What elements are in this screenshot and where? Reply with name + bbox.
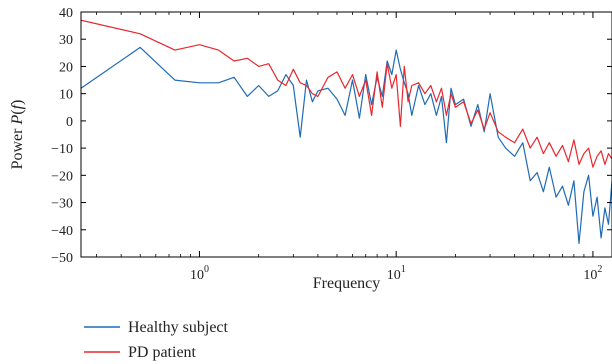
legend: Healthy subject PD patient — [84, 319, 229, 361]
y-tick-label: 20 — [59, 60, 73, 75]
y-tick-label: 40 — [59, 6, 73, 21]
x-tick-label: 102 — [583, 264, 602, 283]
y-axis-title: Power P(f) — [9, 100, 26, 170]
y-tick-label: −10 — [51, 142, 73, 157]
y-tick-label: 30 — [59, 33, 73, 48]
series-line-pd-patient — [81, 19, 612, 168]
y-tick-label: −40 — [51, 224, 73, 239]
x-axis-title: Frequency — [313, 275, 381, 292]
plot-frame — [80, 11, 612, 258]
series-layer — [81, 19, 612, 244]
x-tick-label: 101 — [387, 264, 406, 283]
y-tick-label: −20 — [51, 169, 73, 184]
series-line-healthy-subject — [81, 46, 612, 244]
y-tick-label: −50 — [51, 251, 73, 266]
y-tick-label: 0 — [66, 115, 73, 130]
x-tick-label: 100 — [190, 264, 209, 283]
legend-label-healthy-subject: Healthy subject — [128, 319, 229, 336]
y-tick-label: 10 — [59, 88, 73, 103]
legend-label-pd-patient: PD patient — [128, 344, 197, 361]
y-tick-label: −30 — [51, 197, 73, 212]
